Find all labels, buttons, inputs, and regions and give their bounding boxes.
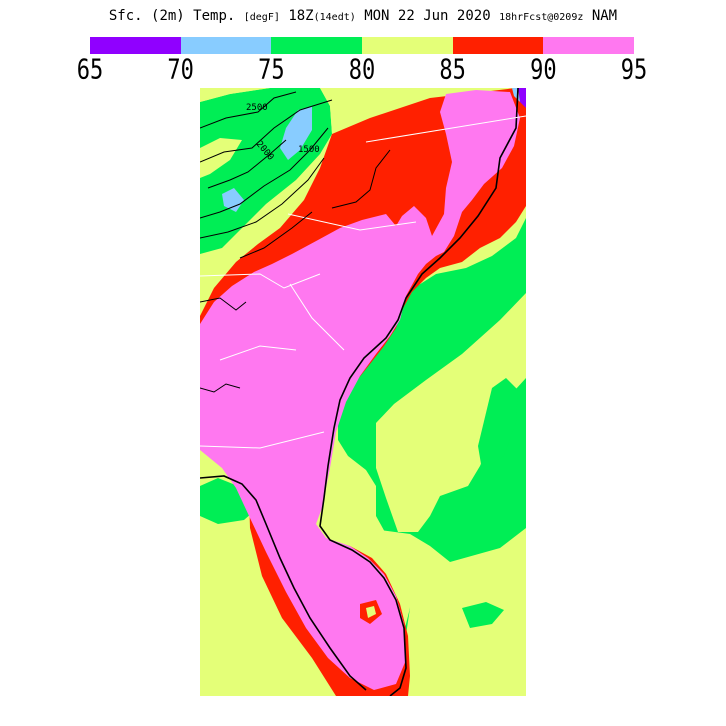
band-75-80-keys-patch [462, 602, 504, 628]
temperature-map: 2500 2000 1500 [200, 88, 526, 696]
legend-swatch [90, 37, 181, 54]
title-forecast: 18hrFcst@0209z [499, 12, 584, 23]
band-90-95-coastal-plain [200, 90, 520, 690]
band-80-85-ridge [200, 138, 242, 178]
state-boundary [200, 115, 526, 449]
band-80-85-lake-interior [366, 606, 376, 618]
legend-swatch [271, 37, 363, 54]
legend-swatch [543, 37, 635, 54]
title-date: MON 22 Jun 2020 [364, 8, 491, 24]
title-time: 18Z [288, 8, 314, 24]
band-80-85-offshore-1 [376, 293, 526, 532]
band-65-70-corner [518, 88, 526, 108]
contour-label: 2500 [246, 103, 268, 113]
coastline [319, 88, 519, 696]
band-70-75-highlands-2 [222, 188, 244, 212]
title-prefix: Sfc. (2m) Temp. [108, 8, 236, 24]
title-unit: [degF] [243, 12, 280, 23]
legend-swatch [180, 37, 272, 54]
gulf-coastline [200, 475, 367, 691]
elevation-contour [200, 91, 333, 259]
title-model: NAM [591, 8, 618, 24]
band-70-75-highlands-1 [280, 106, 312, 160]
legend-swatch [362, 37, 453, 54]
legend-tick-label: 85 [439, 54, 466, 87]
legend-tick-labels: 65 70 75 80 85 90 95 [77, 54, 648, 88]
legend-tick-label: 70 [167, 54, 194, 87]
color-legend [90, 37, 635, 54]
legend-tick-label: 95 [620, 54, 648, 87]
legend-tick-label: 80 [348, 54, 376, 87]
legend-tick-label: 90 [530, 54, 557, 87]
legend-swatch [452, 37, 544, 54]
band-75-80-gulfstream-patch [478, 378, 518, 470]
elevation-contour-foothill [200, 149, 391, 393]
map-title: Sfc. (2m) Temp. [degF] 18Z(14edt) MON 22… [0, 8, 726, 24]
legend-tick-label: 65 [76, 54, 104, 87]
title-local-time: (14edt) [313, 12, 356, 23]
band-80-85-offshore-2 [380, 528, 526, 696]
legend-tick-label: 75 [258, 54, 285, 87]
contour-label: 1500 [298, 145, 320, 155]
